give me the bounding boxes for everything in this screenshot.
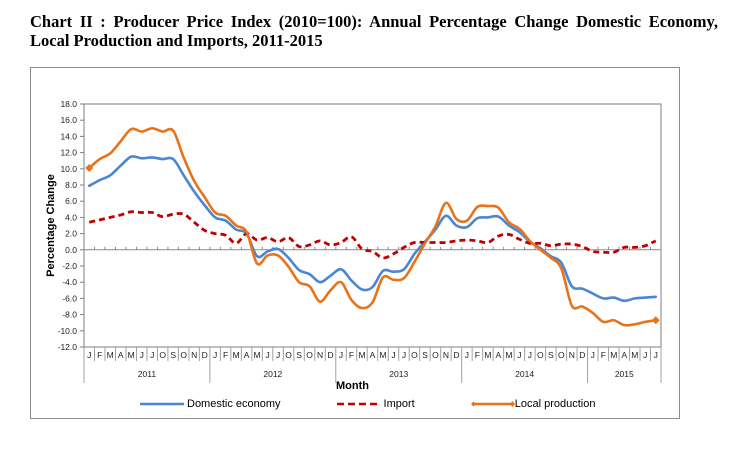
month-label: J <box>517 350 521 360</box>
month-label: M <box>254 350 261 360</box>
month-label: S <box>170 350 176 360</box>
month-label: M <box>107 350 114 360</box>
month-label: N <box>569 350 575 360</box>
month-label: O <box>411 350 418 360</box>
month-label: F <box>475 350 480 360</box>
month-label: J <box>528 350 532 360</box>
legend-label: Domestic economy <box>187 398 281 410</box>
y-tick-label: -12.0 <box>58 342 78 352</box>
year-label: 2013 <box>389 369 408 379</box>
month-label: J <box>643 350 647 360</box>
month-label: A <box>244 350 250 360</box>
legend-item-import: Import <box>336 398 415 410</box>
y-tick-label: 18.0 <box>60 99 77 109</box>
month-label: J <box>391 350 395 360</box>
month-label: O <box>180 350 187 360</box>
month-label: M <box>505 350 512 360</box>
month-label: O <box>432 350 439 360</box>
month-label: O <box>537 350 544 360</box>
month-label: J <box>140 350 144 360</box>
y-tick-label: -6.0 <box>62 293 77 303</box>
month-label: J <box>591 350 595 360</box>
y-tick-label: 10.0 <box>60 164 77 174</box>
series-line-domestic-economy <box>87 155 658 303</box>
legend-label: Import <box>383 398 415 410</box>
month-label: A <box>118 350 124 360</box>
month-label: N <box>191 350 197 360</box>
year-label: 2012 <box>263 369 282 379</box>
month-label: M <box>631 350 638 360</box>
legend-item-domestic-economy: Domestic economy <box>140 398 281 410</box>
month-label: O <box>558 350 565 360</box>
y-tick-label: 2.0 <box>65 229 77 239</box>
axes: 18.0 16.0 14.0 12.0 10.0 8.0 6.0 4.0 2.0 0.0 -2.0 -… <box>58 99 662 383</box>
year-label: 2011 <box>138 369 157 379</box>
month-label: J <box>402 350 406 360</box>
series-layer <box>85 127 660 327</box>
y-tick-label: 12.0 <box>60 148 77 158</box>
legend-swatch-domestic <box>140 402 184 406</box>
month-label: S <box>548 350 554 360</box>
legend-item-local-production: Local production <box>470 398 596 410</box>
y-tick-label: 6.0 <box>65 196 77 206</box>
month-label: J <box>465 350 469 360</box>
month-label: J <box>213 350 217 360</box>
month-label: A <box>496 350 502 360</box>
legend-swatch-local <box>470 401 515 407</box>
chart-title: Chart II : Producer Price Index (2010=10… <box>30 12 718 50</box>
month-label: D <box>579 350 585 360</box>
series-marker-local-production <box>85 163 94 172</box>
month-label: M <box>379 350 386 360</box>
series-line-local-production <box>87 127 658 327</box>
plot-area <box>83 103 662 348</box>
month-label: O <box>285 350 292 360</box>
month-label: M <box>128 350 135 360</box>
month-label: J <box>339 350 343 360</box>
month-label: A <box>621 350 627 360</box>
legend-label: Local production <box>514 398 596 410</box>
y-tick-label: 14.0 <box>60 131 77 141</box>
legend: Domestic economy Import Local production <box>140 396 651 412</box>
month-label: M <box>233 350 240 360</box>
y-tick-label: -4.0 <box>62 277 77 287</box>
series-marker-local-production <box>651 316 660 325</box>
year-label: 2014 <box>515 369 534 379</box>
y-tick-label: -10.0 <box>58 326 78 336</box>
month-label: N <box>317 350 323 360</box>
y-tick-label: 4.0 <box>65 212 77 222</box>
month-label: N <box>443 350 449 360</box>
month-label: M <box>610 350 617 360</box>
legend-swatch-import <box>336 402 381 406</box>
month-label: F <box>97 350 102 360</box>
series-line-import <box>88 210 657 260</box>
month-label: O <box>159 350 166 360</box>
y-tick-label: 16.0 <box>60 115 77 125</box>
month-label: F <box>601 350 606 360</box>
month-label: F <box>349 350 354 360</box>
y-tick-label: -2.0 <box>62 261 77 271</box>
month-label: M <box>358 350 365 360</box>
month-label: J <box>150 350 154 360</box>
month-label: S <box>422 350 428 360</box>
x-axis-title: Month <box>336 380 369 392</box>
month-label: J <box>265 350 269 360</box>
year-label: 2015 <box>615 369 634 379</box>
chart-frame <box>30 67 680 419</box>
month-label: J <box>276 350 280 360</box>
y-axis-title: Percentage Change <box>45 174 57 277</box>
month-label: D <box>327 350 333 360</box>
month-label: A <box>370 350 376 360</box>
month-label: M <box>484 350 491 360</box>
month-label: D <box>202 350 208 360</box>
month-label: F <box>223 350 228 360</box>
month-label: O <box>306 350 313 360</box>
y-tick-label: -8.0 <box>62 310 77 320</box>
y-tick-label: 8.0 <box>65 180 77 190</box>
month-label: D <box>453 350 459 360</box>
y-tick-label: 0.0 <box>65 245 77 255</box>
month-label: S <box>296 350 302 360</box>
month-label: J <box>654 350 658 360</box>
month-label: J <box>87 350 91 360</box>
